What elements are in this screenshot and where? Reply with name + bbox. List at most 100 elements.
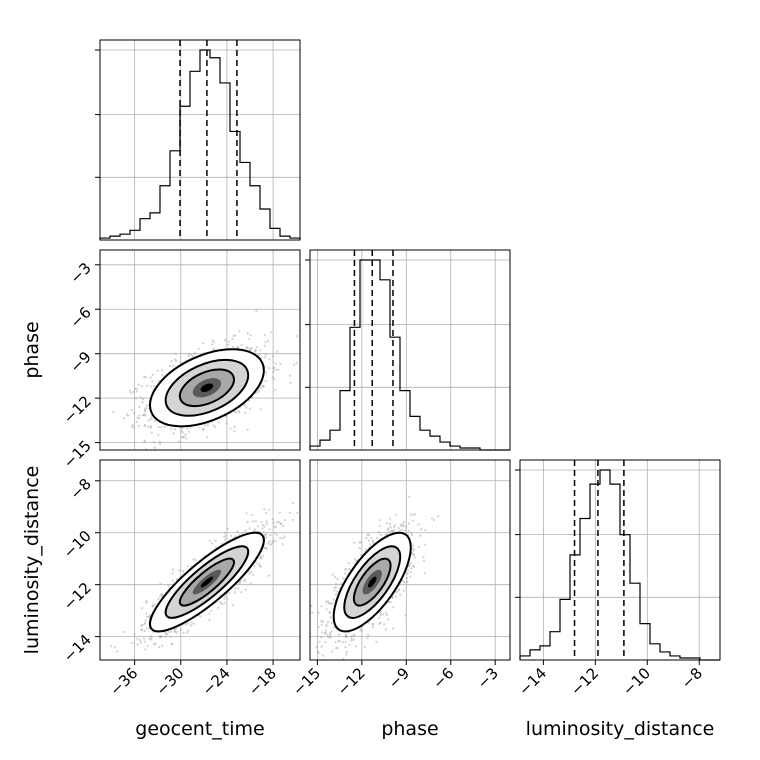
scatter-point — [276, 350, 279, 353]
scatter-point — [411, 547, 415, 550]
scatter-point — [143, 439, 146, 442]
scatter-point — [165, 632, 168, 635]
scatter-point — [160, 369, 164, 372]
scatter-point — [263, 356, 267, 359]
y-tick-label: −9 — [66, 348, 94, 376]
scatter-point — [422, 559, 426, 562]
scatter-point — [175, 578, 179, 581]
y-tick-label: −3 — [66, 259, 94, 287]
scatter-point — [135, 420, 139, 424]
scatter-point — [158, 646, 161, 649]
scatter-point — [186, 427, 189, 430]
scatter-point — [138, 417, 141, 420]
scatter-point — [423, 543, 426, 546]
scatter-point — [367, 533, 371, 536]
scatter-point — [403, 581, 406, 584]
scatter-point — [268, 358, 271, 361]
scatter-point — [271, 376, 274, 379]
scatter-point — [291, 501, 294, 505]
scatter-point — [136, 637, 139, 640]
scatter-point — [136, 643, 139, 646]
scatter-point — [324, 629, 328, 632]
scatter-point — [232, 334, 235, 338]
scatter-point — [413, 556, 417, 559]
scatter-point — [392, 526, 395, 529]
scatter-point — [352, 633, 355, 636]
scatter-point — [161, 374, 164, 377]
scatter-point — [233, 333, 236, 337]
scatter-point — [324, 631, 327, 634]
scatter-point — [130, 641, 133, 645]
scatter-point — [336, 646, 339, 650]
scatter-point — [160, 593, 163, 596]
scatter-point — [423, 572, 427, 575]
scatter-point — [85, 415, 87, 417]
scatter-point — [253, 350, 256, 353]
scatter-point — [233, 425, 236, 428]
scatter-point — [366, 533, 369, 536]
scatter-point — [385, 533, 388, 536]
scatter-point — [392, 606, 395, 609]
scatter-point — [257, 562, 260, 565]
scatter-point — [296, 511, 299, 514]
scatter-point — [358, 547, 361, 550]
scatter-point — [160, 477, 162, 479]
scatter-point — [144, 621, 147, 625]
scatter-point — [228, 591, 231, 595]
scatter-point — [159, 595, 162, 598]
scatter-point — [247, 570, 251, 573]
scatter-point — [246, 332, 249, 335]
scatter-point — [371, 539, 375, 542]
scatter-point — [261, 527, 264, 530]
scatter-point — [326, 600, 329, 603]
scatter-point — [404, 614, 407, 617]
scatter-point — [173, 428, 177, 431]
scatter-point — [277, 521, 280, 524]
scatter-point — [223, 535, 226, 538]
scatter-point — [261, 385, 264, 388]
scatter-point — [160, 425, 163, 429]
scatter-point — [397, 588, 400, 591]
scatter-point — [401, 523, 405, 526]
scatter-point — [273, 532, 277, 535]
scatter-point — [254, 349, 257, 352]
scatter-point — [391, 529, 394, 533]
scatter-point — [437, 515, 440, 518]
scatter-point — [144, 407, 147, 411]
scatter-point — [192, 622, 196, 625]
scatter-point — [224, 595, 227, 598]
scatter-point — [413, 513, 417, 516]
scatter-point — [409, 575, 412, 578]
scatter-point — [174, 628, 177, 631]
scatter-point — [125, 413, 129, 416]
scatter-point — [160, 593, 163, 597]
scatter-point — [210, 542, 214, 545]
scatter-point — [260, 557, 263, 560]
scatter-point — [193, 352, 197, 355]
scatter-point — [159, 635, 162, 638]
scatter-point — [112, 410, 115, 413]
scatter-point — [384, 611, 387, 614]
scatter-point — [264, 353, 267, 356]
scatter-point — [151, 604, 154, 607]
scatter-point — [282, 524, 285, 528]
scatter-point — [417, 523, 420, 526]
scatter-point — [329, 636, 332, 639]
scatter-point — [141, 414, 144, 417]
scatter-point — [331, 602, 334, 605]
scatter-point — [173, 630, 176, 633]
scatter-point — [266, 339, 270, 342]
scatter-point — [153, 384, 156, 388]
scatter-point — [143, 375, 146, 379]
scatter-point — [345, 568, 348, 571]
scatter-point — [259, 565, 262, 568]
scatter-point — [410, 533, 414, 537]
scatter-point — [214, 539, 217, 542]
scatter-point — [320, 645, 323, 648]
scatter-point — [279, 362, 282, 365]
y-tick-label: −12 — [60, 392, 95, 427]
scatter-point — [202, 427, 205, 430]
scatter-point — [189, 624, 192, 627]
scatter-point — [144, 423, 147, 427]
scatter-point — [325, 625, 328, 628]
